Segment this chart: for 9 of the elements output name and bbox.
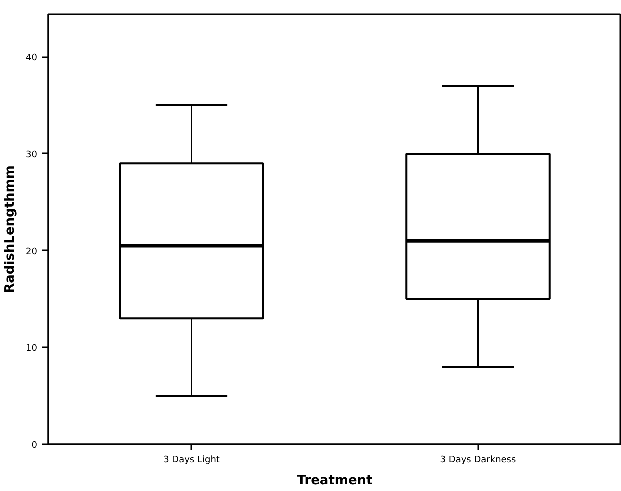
x-tick-label: 3 Days Light	[164, 456, 220, 466]
y-tick-label: 10	[26, 344, 38, 354]
y-tick-label: 30	[26, 150, 38, 160]
x-tick-label: 3 Days Darkness	[440, 456, 517, 466]
y-tick-label: 0	[32, 441, 38, 451]
y-axis-title: RadishLengthmm	[3, 166, 18, 294]
y-tick-label: 40	[26, 54, 38, 64]
x-axis-title: Treatment	[297, 474, 373, 488]
y-tick-label: 20	[26, 247, 38, 258]
